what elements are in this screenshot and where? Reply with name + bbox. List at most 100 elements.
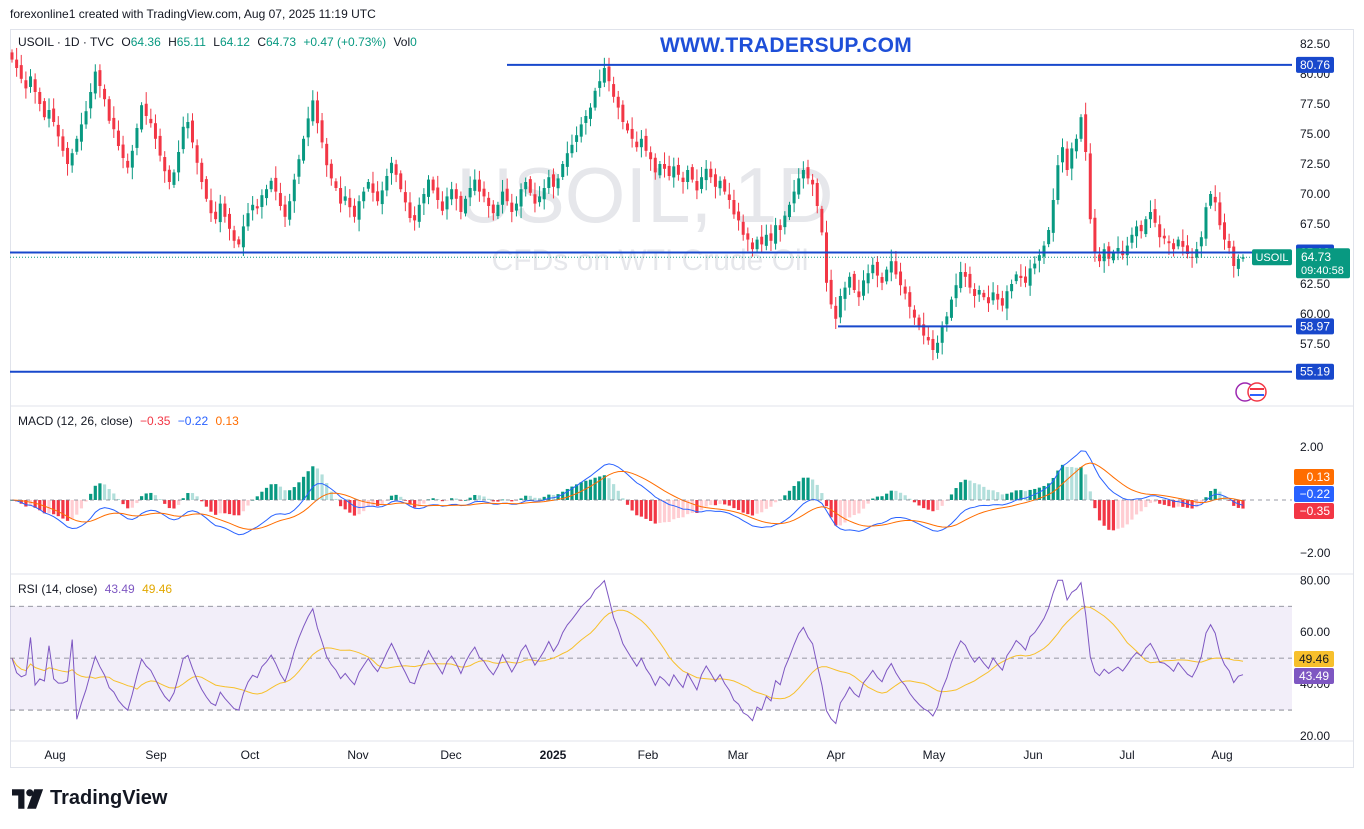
candle-body [167, 169, 171, 182]
macd-hist-bar [56, 500, 60, 517]
macd-hist-bar [695, 500, 699, 513]
time-axis-tick: Mar [728, 748, 749, 762]
candle-body [417, 204, 421, 222]
candle-body [1176, 239, 1180, 247]
candle-body [362, 191, 366, 202]
candle-body [274, 177, 278, 192]
macd-hist-bar [949, 494, 954, 500]
candle-body [464, 198, 468, 214]
candle-body [1153, 209, 1157, 223]
time-axis-tick: Feb [638, 748, 659, 762]
candle-body [501, 191, 505, 205]
candle-body [357, 201, 361, 220]
candle-body [334, 181, 338, 188]
candle-body [1139, 224, 1143, 232]
candle-body [936, 342, 940, 353]
candle-body [787, 204, 791, 218]
candle-body [760, 236, 764, 245]
macd-hist-bar [894, 490, 898, 500]
rsi-legend: RSI (14, close) 43.49 49.46 [18, 582, 176, 596]
change-value: +0.47 (+0.73%) [303, 35, 387, 49]
candle-body [1088, 153, 1092, 220]
macd-hist-bar [533, 497, 537, 500]
candle-body [112, 117, 116, 130]
macd-hist-bar [510, 500, 514, 502]
macd-hist-bar [612, 484, 616, 500]
candle-body [376, 191, 380, 202]
macd-hist-bar [857, 500, 861, 514]
candle-body [519, 189, 523, 207]
candle-body [204, 179, 208, 199]
macd-hist-bar [61, 500, 65, 519]
candle-body [598, 81, 602, 88]
candle-body [315, 100, 319, 124]
macd-value-tag-label: 0.13 [1307, 470, 1331, 484]
macd-hist-bar [542, 496, 546, 500]
macd-title: MACD (12, 26, close) [18, 414, 133, 428]
macd-hist-bar [982, 486, 986, 500]
macd-hist-bar [477, 495, 482, 500]
macd-hist-bar [107, 488, 111, 500]
high-value: H65.11 [168, 35, 206, 49]
macd-hist-bar [1060, 464, 1065, 500]
macd-value-tag [1294, 486, 1334, 502]
candle-body [325, 143, 329, 166]
candle-body [66, 147, 70, 164]
candle-body [302, 138, 306, 161]
candle-body [181, 126, 185, 150]
macd-hist-bar [241, 500, 245, 512]
macd-hist-bar [524, 495, 528, 500]
macd-hist-bar [1158, 500, 1162, 504]
level-tag-label: 55.19 [1300, 365, 1330, 379]
macd-hist-bar [468, 497, 472, 500]
macd-hist-bar [1088, 491, 1092, 500]
candle-body [158, 135, 162, 156]
macd-hist-bar [1153, 500, 1157, 503]
macd-hist-bar [986, 489, 991, 500]
tradingview-logo[interactable]: TradingView [12, 787, 167, 810]
time-axis-tick: Aug [1211, 748, 1232, 762]
macd-hist-bar [84, 500, 88, 502]
candle-body [56, 124, 60, 137]
macd-hist-bar [186, 493, 190, 500]
candle-body [986, 297, 990, 304]
time-axis-tick: Jul [1119, 748, 1134, 762]
macd-hist-bar [190, 493, 195, 500]
candle-body [1162, 235, 1166, 239]
macd-hist-bar [338, 500, 343, 507]
time-axis-tick: Apr [827, 748, 846, 762]
macd-hist-bar [47, 500, 51, 514]
chart-frame [10, 29, 1354, 768]
candle-body [269, 180, 273, 190]
macd-hist-bar [209, 500, 213, 512]
macd-hist-bar [1070, 467, 1074, 500]
candle-body [394, 164, 398, 175]
candle-body [1005, 291, 1009, 309]
macd-hist-bar [898, 492, 903, 500]
candle-body [607, 66, 611, 82]
macd-hist-bar [1167, 500, 1171, 507]
candle-body [311, 100, 315, 122]
candle-body [616, 96, 620, 108]
candle-body [1204, 207, 1208, 239]
macd-hist-bar [1047, 483, 1051, 500]
candle-body [973, 289, 977, 296]
candle-body [658, 164, 662, 176]
symbol-tag-label: USOIL [1255, 252, 1288, 264]
candle-body [1037, 255, 1041, 261]
macd-hist-bar [820, 493, 824, 500]
macd-hist-bar [760, 500, 764, 513]
level-tag-label: 80.76 [1300, 58, 1330, 72]
time-axis-tick: Nov [347, 748, 368, 762]
macd-hist-bar [922, 500, 926, 509]
candle-body [852, 273, 856, 290]
candle-body [709, 168, 713, 178]
rsi-ma-line [11, 606, 1244, 700]
candle-body [963, 272, 967, 277]
macd-hist-bar [954, 488, 958, 500]
candle-body [732, 200, 736, 215]
level-tag [1296, 363, 1334, 380]
macd-hist-bar [1116, 500, 1120, 529]
macd-hist-bar [843, 500, 847, 523]
